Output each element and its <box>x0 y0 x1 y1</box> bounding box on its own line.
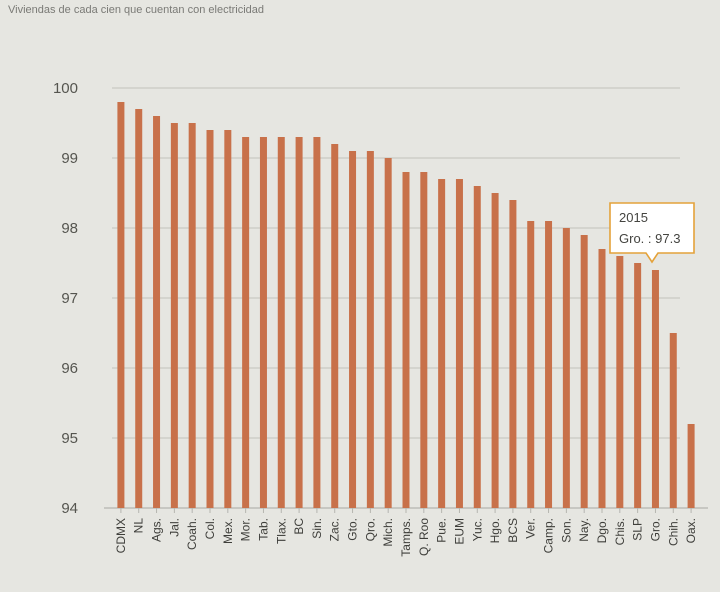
bar-cdmx <box>117 102 125 508</box>
x-tick-label: Q. Roo <box>417 518 431 556</box>
x-tick-label: Tamps. <box>399 518 413 557</box>
x-tick-label: Camp. <box>542 518 556 553</box>
y-tick-label: 95 <box>61 430 78 447</box>
bar-dgo <box>598 249 606 508</box>
x-tick-label: Sin. <box>310 518 324 539</box>
x-tick-label: CDMX <box>114 518 128 553</box>
x-tick-label: Pue. <box>435 518 449 543</box>
bar-jal <box>170 123 178 508</box>
y-tick-label: 99 <box>61 150 78 167</box>
x-tick-label: Coah. <box>185 518 199 550</box>
bar-mor <box>242 137 250 508</box>
bar-pue <box>438 179 446 508</box>
x-tick-label: Hgo. <box>488 518 502 543</box>
bar-yuc <box>473 186 481 508</box>
bar-gto <box>349 151 357 508</box>
bar-coah <box>188 123 196 508</box>
bar-gro <box>651 270 659 508</box>
x-tick-label: Col. <box>203 518 217 539</box>
bar-tlax <box>277 137 285 508</box>
chart-title: Viviendas de cada cien que cuentan con e… <box>8 4 265 16</box>
bar-mich <box>384 158 392 508</box>
x-tick-label: Nay. <box>577 518 591 542</box>
x-tick-label: Chih. <box>666 518 680 546</box>
tooltip-value: Gro. : 97.3 <box>619 231 680 246</box>
bar-bc <box>295 137 303 508</box>
x-tick-label: SLP <box>631 518 645 541</box>
x-tick-label: Mich. <box>381 518 395 547</box>
bar-sin <box>313 137 321 508</box>
y-tick-label: 100 <box>53 80 78 97</box>
bar-hgo <box>491 193 499 508</box>
bar-q-roo <box>420 172 428 508</box>
tooltip-year: 2015 <box>619 210 648 225</box>
x-tick-label: Gro. <box>648 518 662 541</box>
bar-camp <box>545 221 553 508</box>
bar-chis <box>616 256 624 508</box>
bar-col <box>206 130 214 508</box>
x-tick-label: Ver. <box>524 518 538 539</box>
bar-ver <box>527 221 535 508</box>
y-tick-label: 98 <box>61 220 78 237</box>
x-tick-label: Oax. <box>684 518 698 543</box>
y-tick-label: 96 <box>61 360 78 377</box>
bar-mex <box>224 130 232 508</box>
x-tick-label: Tab. <box>256 518 270 541</box>
x-tick-label: Tlax. <box>274 518 288 544</box>
y-tick-label: 94 <box>61 500 78 517</box>
bar-tamps <box>402 172 410 508</box>
x-tick-label: BCS <box>506 518 520 543</box>
x-tick-label: Ags. <box>150 518 164 542</box>
x-tick-label: Yuc. <box>470 518 484 541</box>
bar-qro <box>366 151 374 508</box>
x-tick-label: NL <box>132 518 146 534</box>
x-tick-label: Mor. <box>239 518 253 541</box>
tooltip-box <box>609 202 695 264</box>
x-tick-label: Dgo. <box>595 518 609 543</box>
x-tick-label: Gto. <box>346 518 360 541</box>
bar-oax <box>687 424 695 508</box>
bar-chih <box>669 333 677 508</box>
x-tick-label: Chis. <box>613 518 627 545</box>
bar-zac <box>331 144 339 508</box>
bar-ags <box>153 116 161 508</box>
x-tick-label: BC <box>292 518 306 535</box>
bar-son <box>562 228 570 508</box>
x-tick-label: Son. <box>559 518 573 543</box>
x-tick-label: EUM <box>452 518 466 545</box>
x-tick-label: Jal. <box>167 518 181 537</box>
bar-tab <box>259 137 267 508</box>
x-tick-label: Qro. <box>363 518 377 541</box>
x-tick-label: Mex. <box>221 518 235 544</box>
bar-bcs <box>509 200 517 508</box>
bar-eum <box>455 179 463 508</box>
bar-nay <box>580 235 588 508</box>
bar-nl <box>135 109 143 508</box>
x-tick-label: Zac. <box>328 518 342 541</box>
bar-slp <box>634 263 642 508</box>
y-tick-label: 97 <box>61 290 78 307</box>
